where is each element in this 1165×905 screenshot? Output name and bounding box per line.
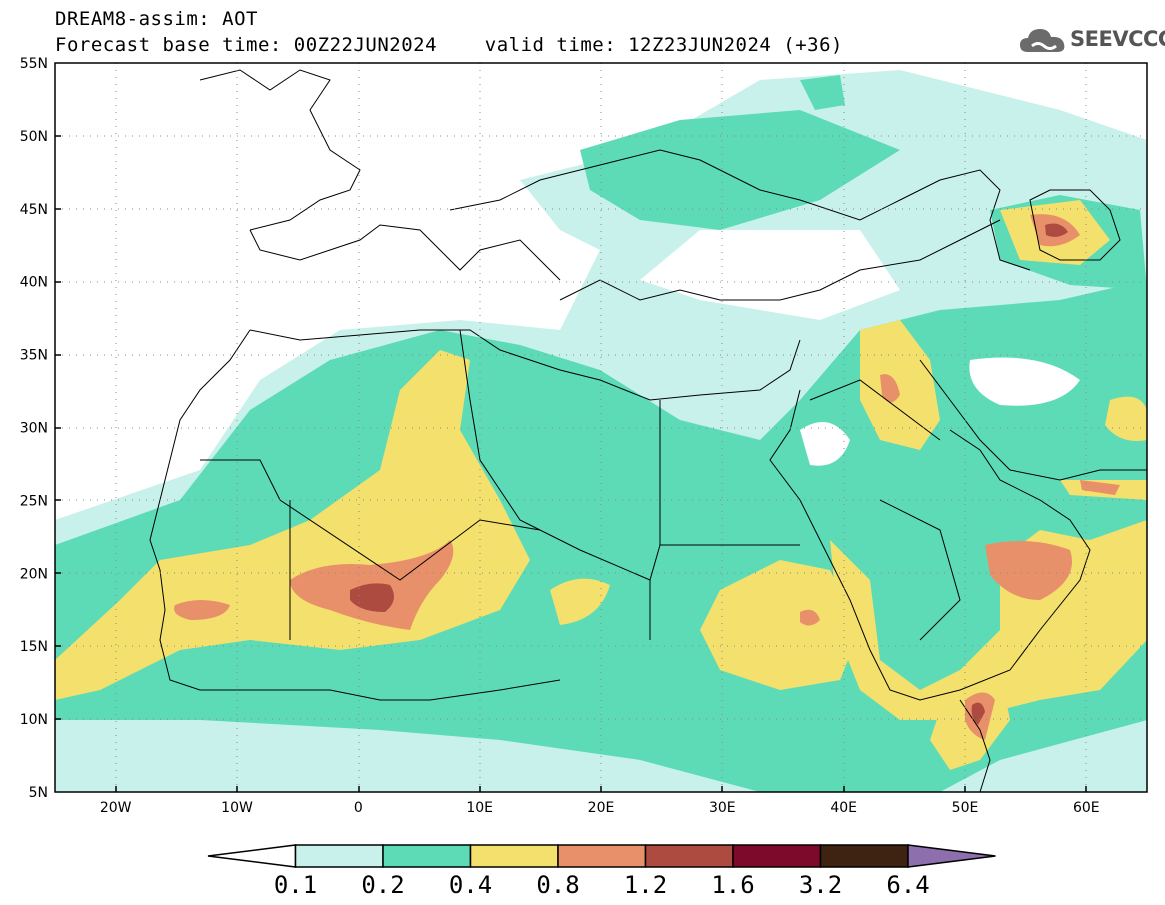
map-title: DREAM8-assim: AOT [55,8,258,30]
lat-tick-label: 10N [20,712,48,728]
clear-patches [640,230,1080,466]
seevccc-logo: SEEVCCC [1018,24,1165,58]
lat-tick-label: 45N [20,202,48,218]
colorbar-label: 6.4 [886,871,929,899]
colorbar-segment [732,844,822,868]
lon-tick-label: 40E [830,800,857,816]
latitude-labels: 55N 50N 45N 40N 35N 30N 25N 20N 15N 10N 5N [20,56,48,801]
colorbar-label: 0.8 [536,871,579,899]
lat-tick-label: 55N [20,56,48,72]
lat-tick-label: 40N [20,275,48,291]
aot-band-1.2 [350,223,1068,725]
colorbar-segment [644,844,734,868]
colorbar-label: 1.6 [711,871,754,899]
colorbar-segment [469,844,559,868]
tick-marks [55,135,1087,792]
colorbar-label: 1.2 [624,871,667,899]
colorbar-segment [382,844,472,868]
longitude-labels: 20W 10W 0 10E 20E 30E 40E 50E 60E [100,800,1100,816]
colorbar-segment [819,844,909,868]
lon-tick-label: 0 [354,800,363,816]
colorbar-label: 0.1 [274,871,317,899]
lat-tick-label: 5N [29,785,48,801]
lon-tick-label: 50E [952,800,979,816]
logo-text: SEEVCCC [1070,27,1165,51]
aot-shading [55,70,1147,792]
cloud-icon [1020,29,1065,52]
colorbar-label: 0.2 [361,871,404,899]
colorbar-label: 3.2 [799,871,842,899]
lat-tick-label: 20N [20,566,48,582]
colorbar-low-arrow [207,844,297,868]
forecast-time-line: Forecast base time: 00Z22JUN2024 valid t… [55,34,843,56]
lon-tick-label: 60E [1073,800,1100,816]
lon-tick-label: 30E [709,800,736,816]
lon-tick-label: 10W [221,800,253,816]
colorbar-label: 0.4 [449,871,492,899]
lat-tick-label: 50N [20,129,48,145]
coastlines [149,69,1147,792]
lat-tick-label: 30N [20,421,48,437]
lat-tick-label: 25N [20,493,48,509]
colorbar: 0.1 0.2 0.4 0.8 1.2 1.6 3.2 6.4 [207,844,996,899]
graticule [55,63,1147,792]
lon-tick-label: 20E [588,800,615,816]
lat-tick-label: 15N [20,639,48,655]
lon-tick-label: 20W [100,800,132,816]
colorbar-segment [294,844,384,868]
colorbar-high-arrow [907,844,996,868]
lon-tick-label: 10E [466,800,493,816]
colorbar-segment [557,844,647,868]
lat-tick-label: 35N [20,348,48,364]
